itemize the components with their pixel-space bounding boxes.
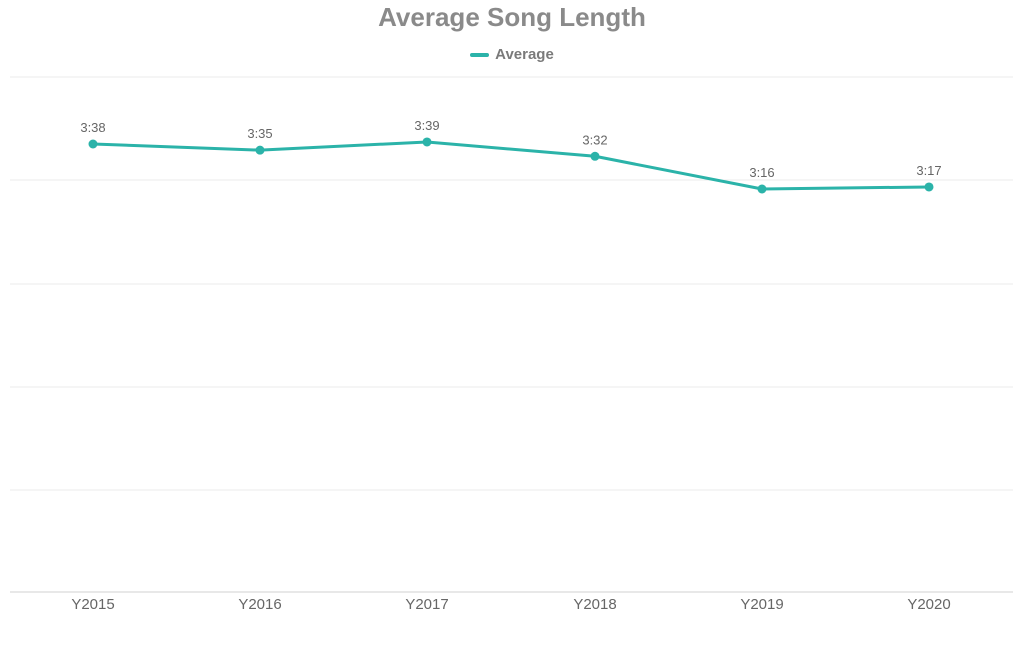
x-tick-label: Y2015	[71, 596, 114, 613]
x-tick-label: Y2018	[573, 596, 616, 613]
chart-title: Average Song Length	[378, 2, 646, 32]
data-point	[88, 139, 98, 149]
data-point	[590, 151, 600, 161]
data-label: 3:35	[247, 126, 272, 141]
data-point	[255, 145, 265, 155]
data-point	[422, 137, 432, 147]
x-tick-label: Y2016	[238, 596, 281, 613]
legend-swatch-icon	[470, 52, 490, 57]
data-label: 3:32	[582, 132, 607, 147]
data-label: 3:38	[80, 120, 105, 135]
legend-label: Average	[495, 46, 554, 63]
x-tick-label: Y2017	[405, 596, 448, 613]
legend[interactable]: Average	[0, 46, 1024, 63]
data-point	[757, 184, 767, 194]
data-label: 3:17	[916, 163, 941, 178]
data-point	[924, 182, 934, 192]
series-line-average	[91, 140, 931, 191]
x-tick-label: Y2019	[740, 596, 783, 613]
data-label: 3:39	[414, 118, 439, 133]
data-label: 3:16	[749, 165, 774, 180]
x-tick-label: Y2020	[907, 596, 950, 613]
